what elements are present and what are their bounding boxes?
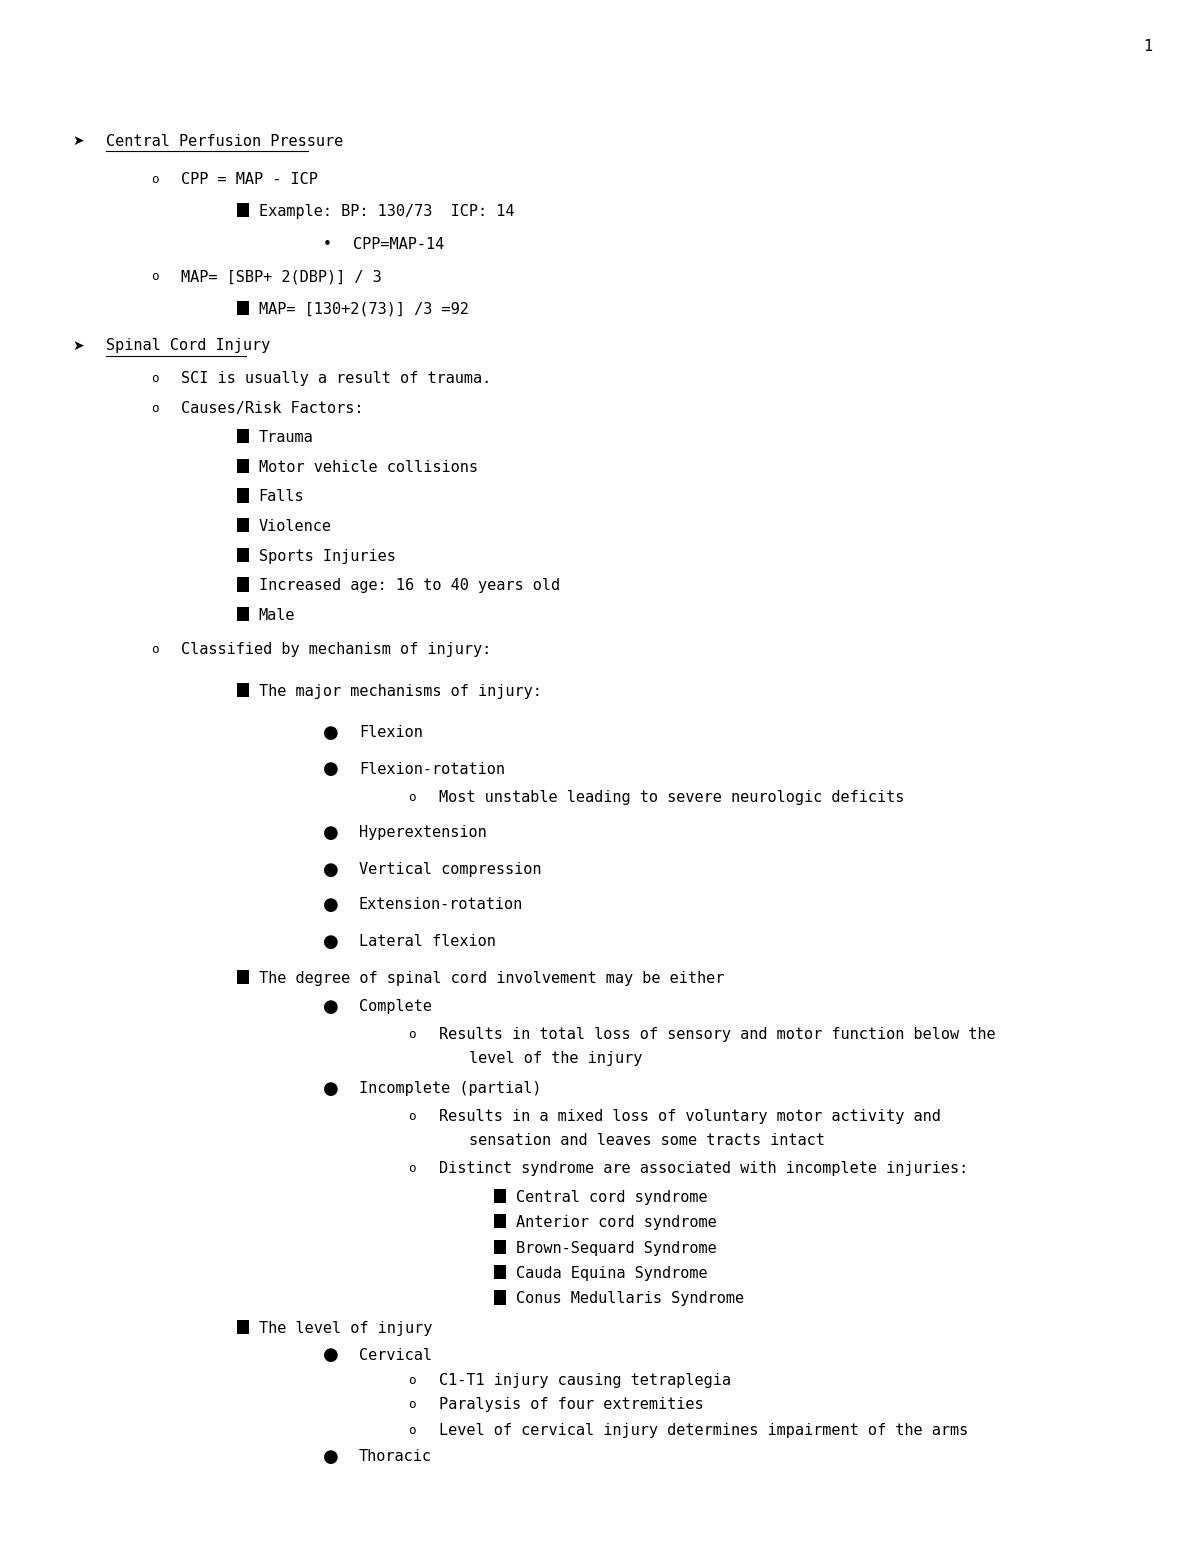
Text: CPP = MAP - ICP: CPP = MAP - ICP — [181, 172, 318, 186]
Text: ●: ● — [323, 860, 338, 879]
Bar — [494, 1291, 506, 1305]
Text: The level of injury: The level of injury — [259, 1322, 432, 1336]
Bar — [238, 301, 250, 315]
Text: Motor vehicle collisions: Motor vehicle collisions — [259, 460, 478, 475]
Text: Classified by mechanism of injury:: Classified by mechanism of injury: — [181, 641, 492, 657]
Text: Sports Injuries: Sports Injuries — [259, 548, 396, 564]
Text: o: o — [151, 270, 158, 283]
Text: Spinal Cord Injury: Spinal Cord Injury — [106, 339, 270, 354]
Text: Flexion: Flexion — [359, 725, 422, 741]
Bar — [238, 489, 250, 503]
Text: Incomplete (partial): Incomplete (partial) — [359, 1081, 541, 1096]
Bar — [494, 1214, 506, 1228]
Text: Falls: Falls — [259, 489, 305, 505]
Text: o: o — [408, 1374, 416, 1387]
Text: ●: ● — [323, 761, 338, 778]
Text: o: o — [408, 790, 416, 804]
Text: Causes/Risk Factors:: Causes/Risk Factors: — [181, 401, 364, 416]
Text: ●: ● — [323, 997, 338, 1016]
Text: Vertical compression: Vertical compression — [359, 862, 541, 877]
Text: ●: ● — [323, 825, 338, 842]
Text: ●: ● — [323, 1079, 338, 1098]
Bar — [238, 203, 250, 217]
Bar — [238, 971, 250, 985]
Bar — [494, 1266, 506, 1280]
Text: ●: ● — [323, 1346, 338, 1365]
Text: Distinct syndrome are associated with incomplete injuries:: Distinct syndrome are associated with in… — [439, 1162, 968, 1177]
Text: ●: ● — [323, 896, 338, 915]
Text: Central cord syndrome: Central cord syndrome — [516, 1190, 708, 1205]
Text: o: o — [408, 1110, 416, 1123]
Text: CPP=MAP-14: CPP=MAP-14 — [353, 236, 444, 252]
Text: level of the injury: level of the injury — [469, 1051, 642, 1067]
Text: Most unstable leading to severe neurologic deficits: Most unstable leading to severe neurolog… — [439, 790, 904, 804]
Text: ●: ● — [323, 724, 338, 742]
Text: Hyperextension: Hyperextension — [359, 826, 486, 840]
Bar — [238, 458, 250, 474]
Text: The degree of spinal cord involvement may be either: The degree of spinal cord involvement ma… — [259, 971, 724, 986]
Text: Lateral flexion: Lateral flexion — [359, 935, 496, 949]
Text: SCI is usually a result of trauma.: SCI is usually a result of trauma. — [181, 371, 492, 385]
Bar — [238, 429, 250, 443]
Text: •: • — [323, 236, 331, 252]
Bar — [238, 683, 250, 697]
Text: C1-T1 injury causing tetraplegia: C1-T1 injury causing tetraplegia — [439, 1373, 731, 1388]
Bar — [238, 519, 250, 533]
Text: ●: ● — [323, 933, 338, 950]
Text: o: o — [408, 1028, 416, 1042]
Text: Extension-rotation: Extension-rotation — [359, 898, 523, 913]
Bar — [494, 1188, 506, 1204]
Text: MAP= [130+2(73)] /3 =92: MAP= [130+2(73)] /3 =92 — [259, 301, 468, 317]
Text: o: o — [151, 371, 158, 385]
Text: MAP= [SBP+ 2(DBP)] / 3: MAP= [SBP+ 2(DBP)] / 3 — [181, 269, 382, 284]
Text: Paralysis of four extremities: Paralysis of four extremities — [439, 1398, 703, 1412]
Text: Male: Male — [259, 609, 295, 623]
Text: Violence: Violence — [259, 519, 331, 534]
Bar — [238, 1320, 250, 1334]
Text: Central Perfusion Pressure: Central Perfusion Pressure — [106, 134, 343, 149]
Text: Cervical: Cervical — [359, 1348, 432, 1364]
Text: Level of cervical injury determines impairment of the arms: Level of cervical injury determines impa… — [439, 1423, 968, 1438]
Text: ➤: ➤ — [72, 134, 84, 148]
Bar — [238, 548, 250, 562]
Text: o: o — [408, 1424, 416, 1437]
Bar — [238, 578, 250, 592]
Text: Complete: Complete — [359, 999, 432, 1014]
Text: sensation and leaves some tracts intact: sensation and leaves some tracts intact — [469, 1134, 824, 1148]
Text: Brown-Sequard Syndrome: Brown-Sequard Syndrome — [516, 1241, 716, 1255]
Text: o: o — [408, 1163, 416, 1176]
Text: o: o — [151, 402, 158, 415]
Text: Results in total loss of sensory and motor function below the: Results in total loss of sensory and mot… — [439, 1028, 995, 1042]
Text: ●: ● — [323, 1447, 338, 1466]
Text: Cauda Equina Syndrome: Cauda Equina Syndrome — [516, 1266, 708, 1281]
Text: Thoracic: Thoracic — [359, 1449, 432, 1464]
Text: Example: BP: 130/73  ICP: 14: Example: BP: 130/73 ICP: 14 — [259, 205, 514, 219]
Bar — [494, 1239, 506, 1253]
Text: Increased age: 16 to 40 years old: Increased age: 16 to 40 years old — [259, 578, 559, 593]
Text: o: o — [151, 643, 158, 655]
Text: Flexion-rotation: Flexion-rotation — [359, 763, 505, 776]
Text: ➤: ➤ — [72, 339, 84, 353]
Text: Conus Medullaris Syndrome: Conus Medullaris Syndrome — [516, 1292, 744, 1306]
Text: Anterior cord syndrome: Anterior cord syndrome — [516, 1214, 716, 1230]
Text: The major mechanisms of injury:: The major mechanisms of injury: — [259, 685, 541, 699]
Text: 1: 1 — [1142, 39, 1152, 54]
Text: o: o — [151, 172, 158, 186]
Bar — [238, 607, 250, 621]
Text: Results in a mixed loss of voluntary motor activity and: Results in a mixed loss of voluntary mot… — [439, 1109, 941, 1124]
Text: o: o — [408, 1398, 416, 1412]
Text: Trauma: Trauma — [259, 430, 313, 446]
